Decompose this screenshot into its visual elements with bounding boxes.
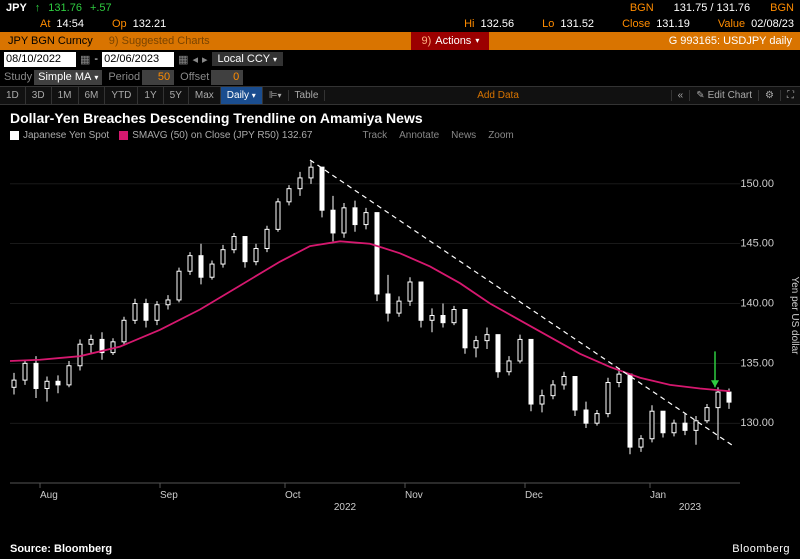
- price-change: +.57: [90, 2, 112, 14]
- chart-area: Japanese Yen Spot SMAVG (50) on Close (J…: [0, 128, 800, 528]
- symbol: JPY: [6, 2, 27, 14]
- currency-select[interactable]: Local CCY ▾: [212, 52, 283, 66]
- table-label: Table: [295, 90, 319, 101]
- timeframe-1d[interactable]: 1D: [0, 87, 26, 104]
- legend-label-1: Japanese Yen Spot: [23, 130, 109, 141]
- timeframe-3d[interactable]: 3D: [26, 87, 52, 104]
- svg-text:Dec: Dec: [525, 490, 543, 501]
- footer: Source: Bloomberg Bloomberg: [10, 543, 790, 555]
- study-label: Study: [4, 71, 32, 83]
- title-bar: JPY BGN Curncy 9) Suggested Charts 9) Ac…: [0, 32, 800, 50]
- calendar-icon[interactable]: ▦: [80, 53, 90, 66]
- ask: 131.76: [717, 2, 751, 14]
- chart-type-select[interactable]: ⊫ ▾: [263, 90, 289, 101]
- date-range-row: ▦ - ▦ ◂ ▸ Local CCY ▾: [0, 50, 800, 68]
- security-name: JPY BGN Curncy: [0, 32, 101, 50]
- legend-swatch-pink: [119, 131, 128, 140]
- legend-series-2[interactable]: SMAVG (50) on Close (JPY R50) 132.67: [119, 130, 312, 141]
- timeframe-5y[interactable]: 5Y: [164, 87, 189, 104]
- settings-icon[interactable]: ⚙: [758, 90, 780, 101]
- lo-value: 131.52: [560, 18, 594, 30]
- quote-row: JPY ↑ 131.76 +.57 BGN 131.75 / 131.76 BG…: [0, 0, 800, 16]
- suggested-charts[interactable]: 9) Suggested Charts: [101, 35, 412, 47]
- svg-text:130.00: 130.00: [740, 417, 774, 429]
- chart-id: G 993165: USDJPY daily: [489, 35, 800, 47]
- annotate-button[interactable]: Annotate: [399, 130, 439, 141]
- svg-text:150.00: 150.00: [740, 178, 774, 190]
- actions-label: Actions: [435, 32, 471, 50]
- timeframe-ytd[interactable]: YTD: [105, 87, 138, 104]
- value-date: 02/08/23: [751, 18, 794, 30]
- legend: Japanese Yen Spot SMAVG (50) on Close (J…: [10, 130, 790, 141]
- lo-label: Lo: [542, 18, 554, 30]
- at-value: 14:54: [56, 18, 84, 30]
- chevron-down-icon: ▾: [475, 32, 479, 50]
- interval-label: Daily: [227, 90, 249, 101]
- hi-label: Hi: [464, 18, 474, 30]
- op-label: Op: [112, 18, 127, 30]
- edit-chart-label: Edit Chart: [708, 90, 752, 101]
- nav-back-button[interactable]: «: [671, 90, 690, 101]
- svg-text:Jan: Jan: [650, 490, 666, 501]
- timeframe-1y[interactable]: 1Y: [138, 87, 163, 104]
- period-label: Period: [108, 71, 140, 83]
- calendar-icon[interactable]: ▦: [178, 53, 188, 66]
- op-value: 132.21: [133, 18, 167, 30]
- add-data-button[interactable]: Add Data: [467, 90, 529, 101]
- svg-text:2023: 2023: [679, 502, 702, 513]
- legend-series-1[interactable]: Japanese Yen Spot: [10, 130, 109, 141]
- svg-text:140.00: 140.00: [740, 298, 774, 310]
- zoom-button[interactable]: Zoom: [488, 130, 514, 141]
- table-button[interactable]: Table: [289, 90, 326, 101]
- interval-select[interactable]: Daily ▾: [221, 87, 263, 104]
- chevron-left-icon[interactable]: ◂: [192, 53, 198, 66]
- at-label: At: [40, 18, 50, 30]
- chevron-down-icon: ▾: [273, 55, 277, 64]
- svg-text:Aug: Aug: [40, 490, 58, 501]
- offset-label: Offset: [180, 71, 209, 83]
- close-label: Close: [622, 18, 650, 30]
- svg-text:Nov: Nov: [405, 490, 423, 501]
- svg-text:2022: 2022: [334, 502, 357, 513]
- svg-text:Sep: Sep: [160, 490, 178, 501]
- track-button[interactable]: Track: [362, 130, 387, 141]
- bid: 131.75: [674, 2, 708, 14]
- chart-title: Dollar-Yen Breaches Descending Trendline…: [0, 105, 800, 128]
- timeframe-toolbar: 1D3D1M6MYTD1Y5YMax Daily ▾ ⊫ ▾ Table Add…: [0, 86, 800, 105]
- fullscreen-icon[interactable]: ⛶: [780, 90, 800, 101]
- legend-swatch-white: [10, 131, 19, 140]
- currency-label: Local CCY: [218, 53, 270, 65]
- source1: BGN: [630, 2, 654, 14]
- close-value: 131.19: [656, 18, 690, 30]
- period-input[interactable]: [142, 70, 174, 85]
- end-date-input[interactable]: [102, 52, 174, 67]
- arrow-up-icon: ↑: [35, 2, 41, 14]
- last-price: 131.76: [48, 2, 82, 14]
- timeframe-1m[interactable]: 1M: [52, 87, 79, 104]
- offset-input[interactable]: [211, 70, 243, 85]
- actions-menu[interactable]: 9) Actions ▾: [411, 32, 489, 50]
- price-chart[interactable]: 130.00 135.00 140.00 145.00 150.00 Yen per US…: [0, 128, 800, 528]
- svg-text:135.00: 135.00: [740, 357, 774, 369]
- source-label: Source: Bloomberg: [10, 543, 112, 555]
- study-select[interactable]: Simple MA ▾: [34, 70, 102, 85]
- value-label: Value: [718, 18, 745, 30]
- news-button[interactable]: News: [451, 130, 476, 141]
- chevron-right-icon[interactable]: ▸: [202, 53, 208, 66]
- svg-text:145.00: 145.00: [740, 238, 774, 250]
- svg-text:Yen per US dollar: Yen per US dollar: [789, 276, 800, 355]
- start-date-input[interactable]: [4, 52, 76, 67]
- source2: BGN: [770, 2, 794, 14]
- study-value: Simple MA: [38, 70, 91, 85]
- quote-row-2: At 14:54 Op 132.21 Hi 132.56 Lo 131.52 C…: [0, 16, 800, 32]
- brand-label: Bloomberg: [732, 543, 790, 555]
- timeframe-max[interactable]: Max: [189, 87, 221, 104]
- chevron-down-icon: ▾: [94, 70, 98, 85]
- legend-label-2: SMAVG (50) on Close (JPY R50) 132.67: [132, 130, 312, 141]
- study-row: Study Simple MA ▾ Period Offset: [0, 68, 800, 86]
- edit-chart-button[interactable]: ✎ Edit Chart: [689, 90, 758, 101]
- svg-text:Oct: Oct: [285, 490, 301, 501]
- timeframe-6m[interactable]: 6M: [79, 87, 106, 104]
- hi-value: 132.56: [481, 18, 515, 30]
